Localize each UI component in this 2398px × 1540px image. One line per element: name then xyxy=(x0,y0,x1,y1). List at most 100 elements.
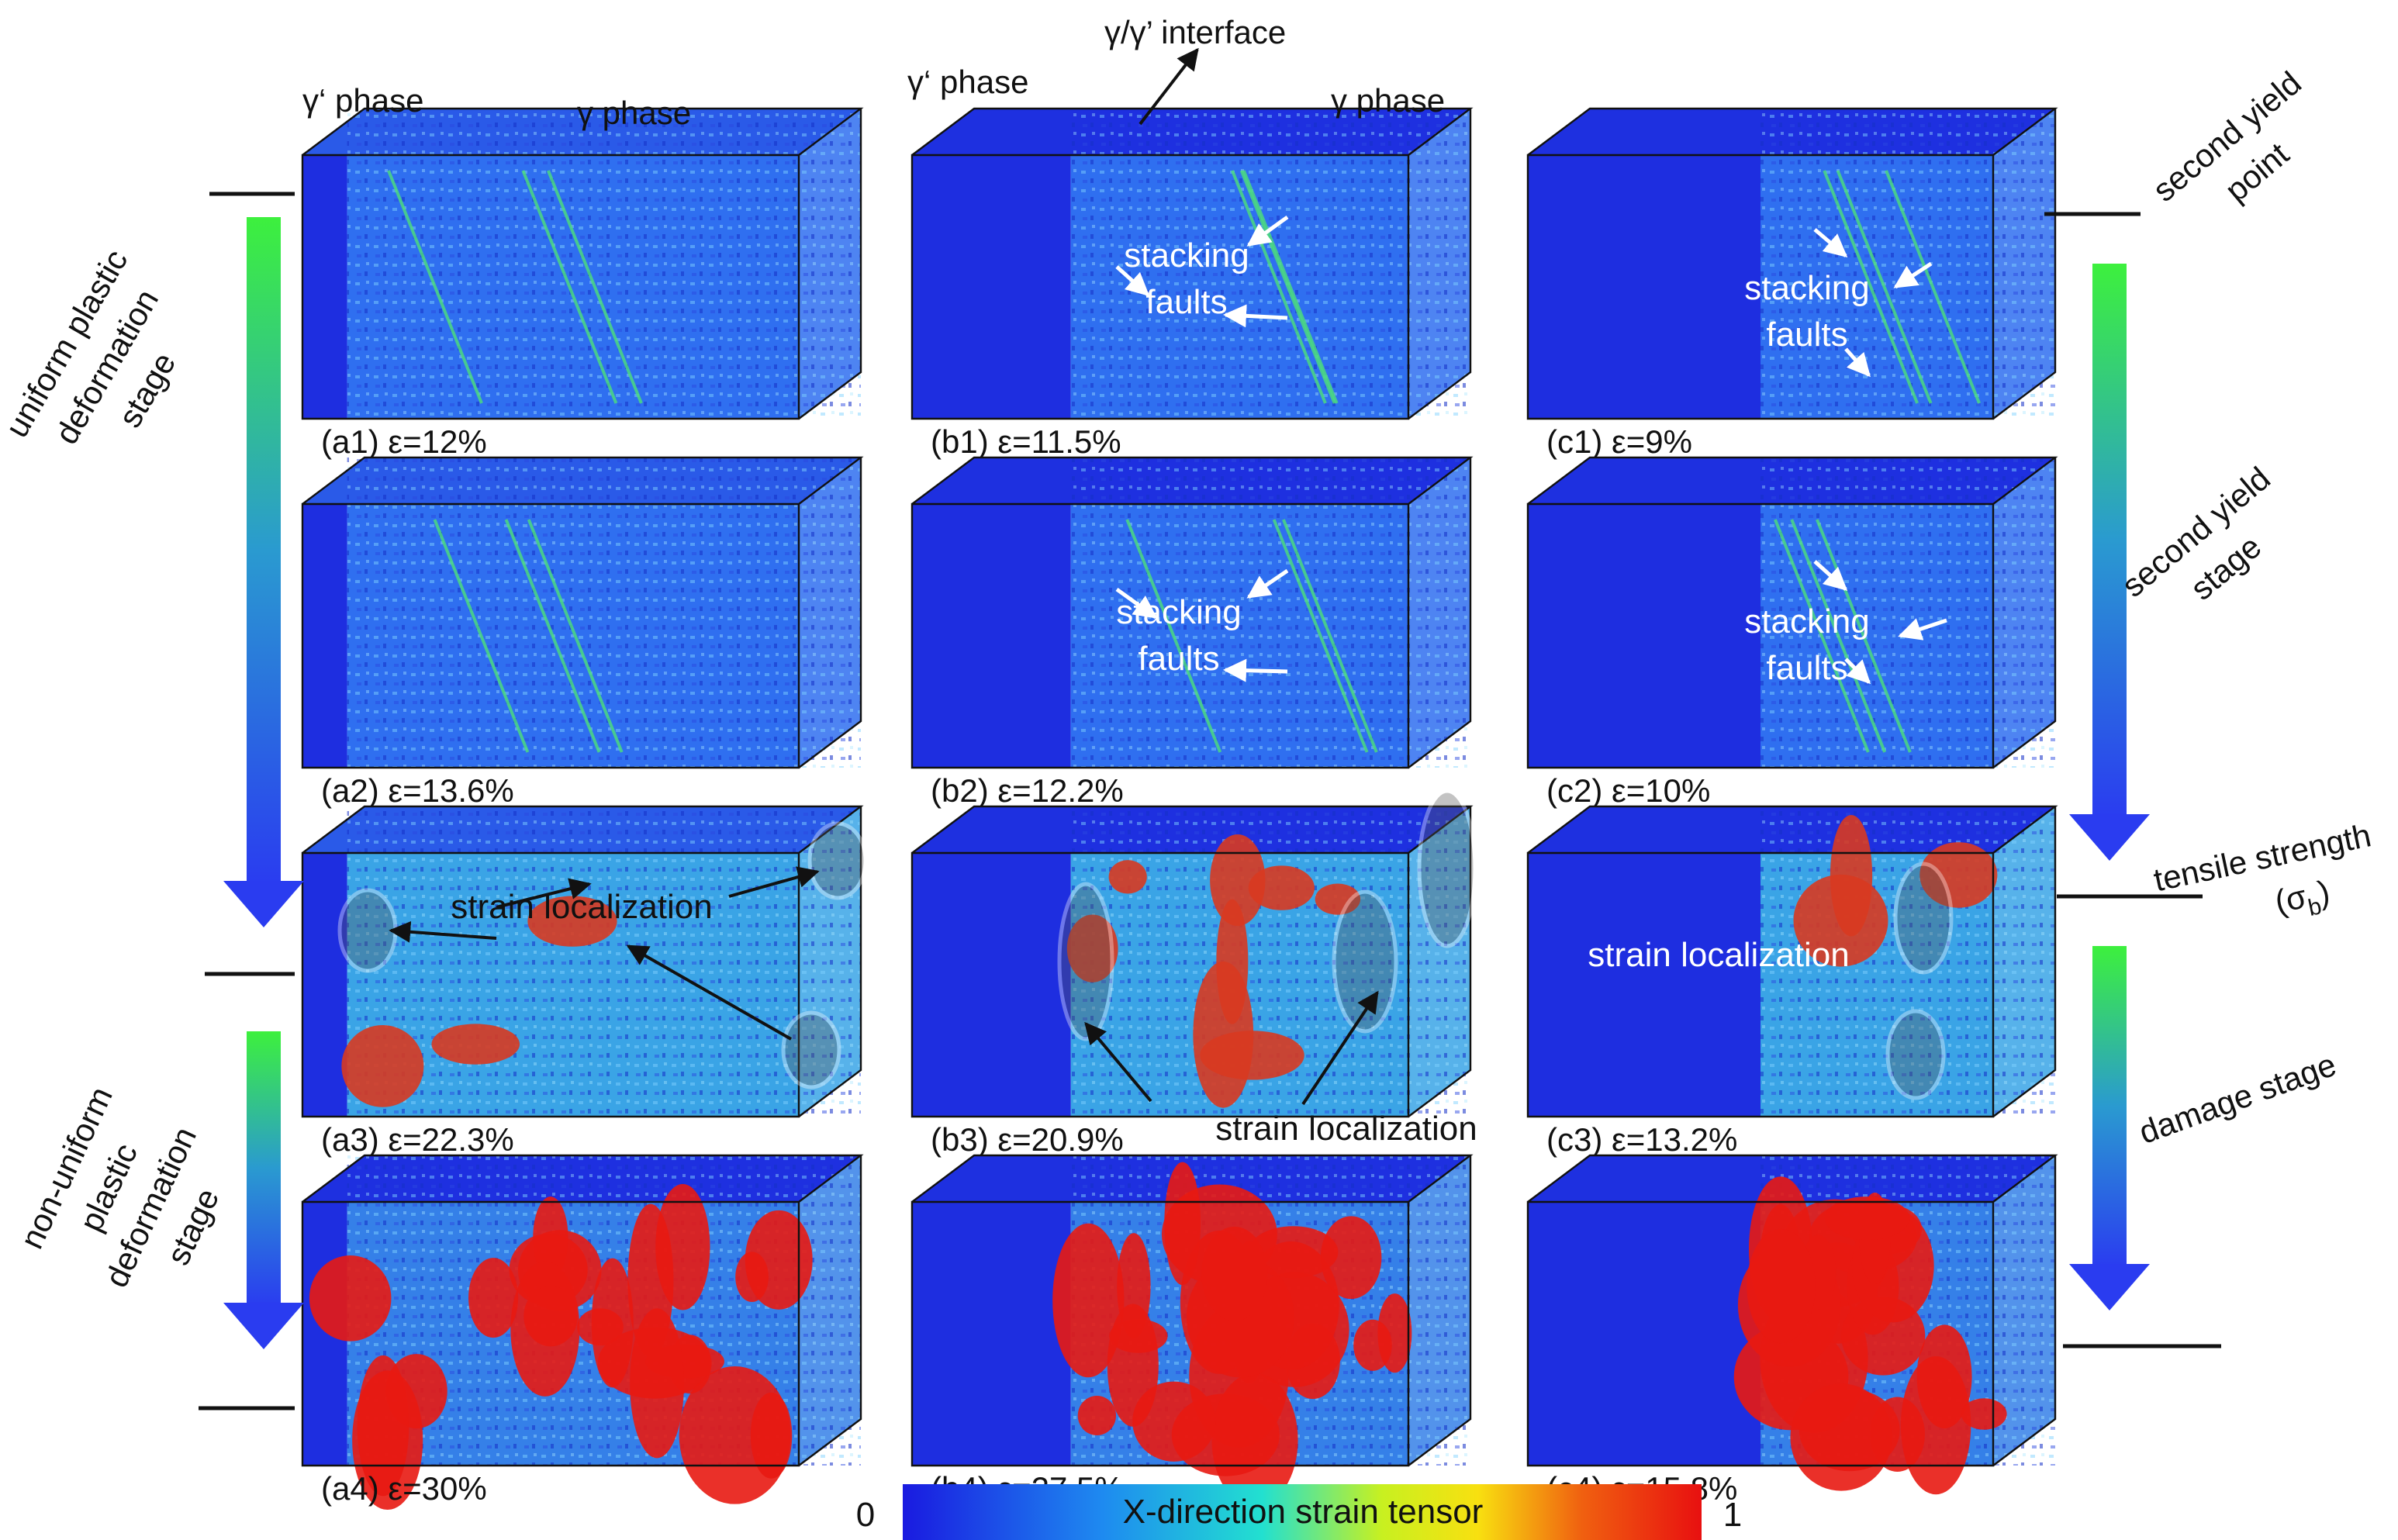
strain-region xyxy=(630,1308,685,1459)
strain-region xyxy=(527,896,617,947)
panel-box xyxy=(1526,805,2058,1118)
box-edges xyxy=(301,805,864,1118)
panel-label: (c1) ε=9% xyxy=(1546,423,1692,460)
fault-line xyxy=(504,519,601,753)
annotation: faults xyxy=(1766,649,1847,687)
fault-arrow xyxy=(1246,215,1289,247)
strain-region xyxy=(1790,1383,1892,1491)
phase-label: γ‘ phase xyxy=(302,82,423,119)
gamma-prime-face xyxy=(302,504,347,768)
strain-region xyxy=(1052,1223,1125,1378)
stage-arrow-shaft xyxy=(2092,264,2127,817)
fault-line xyxy=(527,519,624,753)
strain-region xyxy=(1193,961,1254,1108)
stage-arrow-shaft xyxy=(247,217,281,884)
panel-box xyxy=(301,456,864,769)
gamma-prime-face xyxy=(1528,1202,1760,1466)
gamma-prime-face xyxy=(912,155,1071,419)
strain-region xyxy=(341,1025,424,1107)
localization-arrow xyxy=(728,866,820,898)
stage-label: (σb) xyxy=(2272,873,2334,927)
localization-ring xyxy=(337,888,398,973)
gamma-prime-face xyxy=(912,853,1071,1117)
strain-region xyxy=(431,1024,520,1065)
fault-arrow xyxy=(1115,587,1158,620)
strain-region xyxy=(1201,1226,1268,1321)
panel-box xyxy=(1526,1154,2058,1495)
fault-line xyxy=(1816,519,1912,753)
fault-arrow xyxy=(1813,228,1848,257)
stage-arrow-head xyxy=(223,1303,304,1349)
strain-region xyxy=(1793,874,1888,967)
fault-arrow xyxy=(1223,658,1288,682)
localization-ring xyxy=(1332,889,1398,1034)
gamma-prime-face xyxy=(1528,155,1760,419)
annotation: stacking xyxy=(1124,237,1249,275)
annotation: faults xyxy=(1145,283,1227,321)
strain-region xyxy=(1747,1228,1816,1344)
stage-arrow-head xyxy=(2069,1264,2150,1310)
gamma-prime-face xyxy=(1528,853,1760,1117)
stage-arrow-head xyxy=(223,881,304,927)
gamma-prime-face xyxy=(912,1202,1071,1466)
fault-arrow xyxy=(1115,265,1150,297)
strain-region xyxy=(468,1258,519,1338)
box-edges xyxy=(910,805,1474,1118)
strain-region xyxy=(1132,1381,1216,1462)
strain-region xyxy=(1919,842,1998,908)
panel-box xyxy=(301,107,864,420)
localization-ring xyxy=(1893,862,1954,975)
localization-arrow xyxy=(1301,990,1379,1106)
colorbar xyxy=(903,1484,1702,1540)
fault-line xyxy=(387,170,483,404)
panel-box xyxy=(1526,107,2058,420)
gamma-prime-face xyxy=(1528,504,1760,768)
strain-region xyxy=(1961,1398,2007,1430)
strain-region xyxy=(1248,865,1315,910)
strain-region xyxy=(655,1183,710,1310)
panel-label: (a1) ε=12% xyxy=(321,423,487,460)
texture xyxy=(1760,806,2055,1117)
box-edges xyxy=(910,456,1474,769)
gamma-prime-face xyxy=(302,853,347,1117)
strain-region xyxy=(1900,1356,1971,1495)
sigma-open: (σ xyxy=(2272,878,2310,920)
annotation: stacking xyxy=(1116,593,1241,631)
annotation: stacking xyxy=(1744,269,1869,307)
panel-box xyxy=(910,805,1474,1118)
fault-line xyxy=(1125,519,1222,753)
localization-arrow xyxy=(496,878,592,909)
panel-box xyxy=(910,107,1474,420)
strain-region xyxy=(523,1286,578,1347)
gamma-prime-face xyxy=(912,504,1071,768)
phase-label: γ phase xyxy=(577,95,691,131)
annotation: strain localization xyxy=(1588,936,1850,974)
strain-region xyxy=(735,1252,769,1303)
localization-ring xyxy=(1057,882,1114,1041)
panel-box xyxy=(301,1154,864,1511)
strain-region xyxy=(1077,1396,1117,1435)
strain-region xyxy=(1164,1162,1201,1286)
gamma-prime-face xyxy=(302,155,347,419)
fault-line xyxy=(433,519,530,753)
fault-arrow xyxy=(1893,261,1933,289)
strain-region xyxy=(1353,1319,1392,1371)
localization-ring xyxy=(781,1010,841,1089)
panel-label: (a4) ε=30% xyxy=(321,1470,487,1507)
localization-arrow xyxy=(1084,1021,1152,1103)
annotation: faults xyxy=(1138,640,1219,678)
strain-region xyxy=(1248,1226,1339,1279)
strain-region xyxy=(1211,1373,1298,1507)
colorbar-min: 0 xyxy=(856,1496,875,1534)
fault-line xyxy=(1774,519,1870,753)
sigma-sub: b xyxy=(2306,893,2324,921)
panel-label: (c3) ε=13.2% xyxy=(1546,1121,1737,1158)
localization-ring xyxy=(807,821,868,900)
fault-arrow xyxy=(1898,618,1947,641)
annotation: stacking xyxy=(1744,603,1869,641)
fault-line xyxy=(1282,519,1378,753)
panel-label: (b3) ε=20.9% xyxy=(931,1121,1124,1158)
box-edges xyxy=(301,456,864,769)
